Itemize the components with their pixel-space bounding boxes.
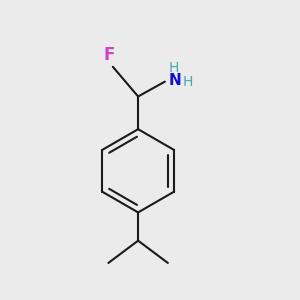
Text: H: H: [183, 75, 193, 88]
Text: H: H: [169, 61, 179, 75]
Text: F: F: [103, 46, 115, 64]
Text: N: N: [169, 73, 182, 88]
